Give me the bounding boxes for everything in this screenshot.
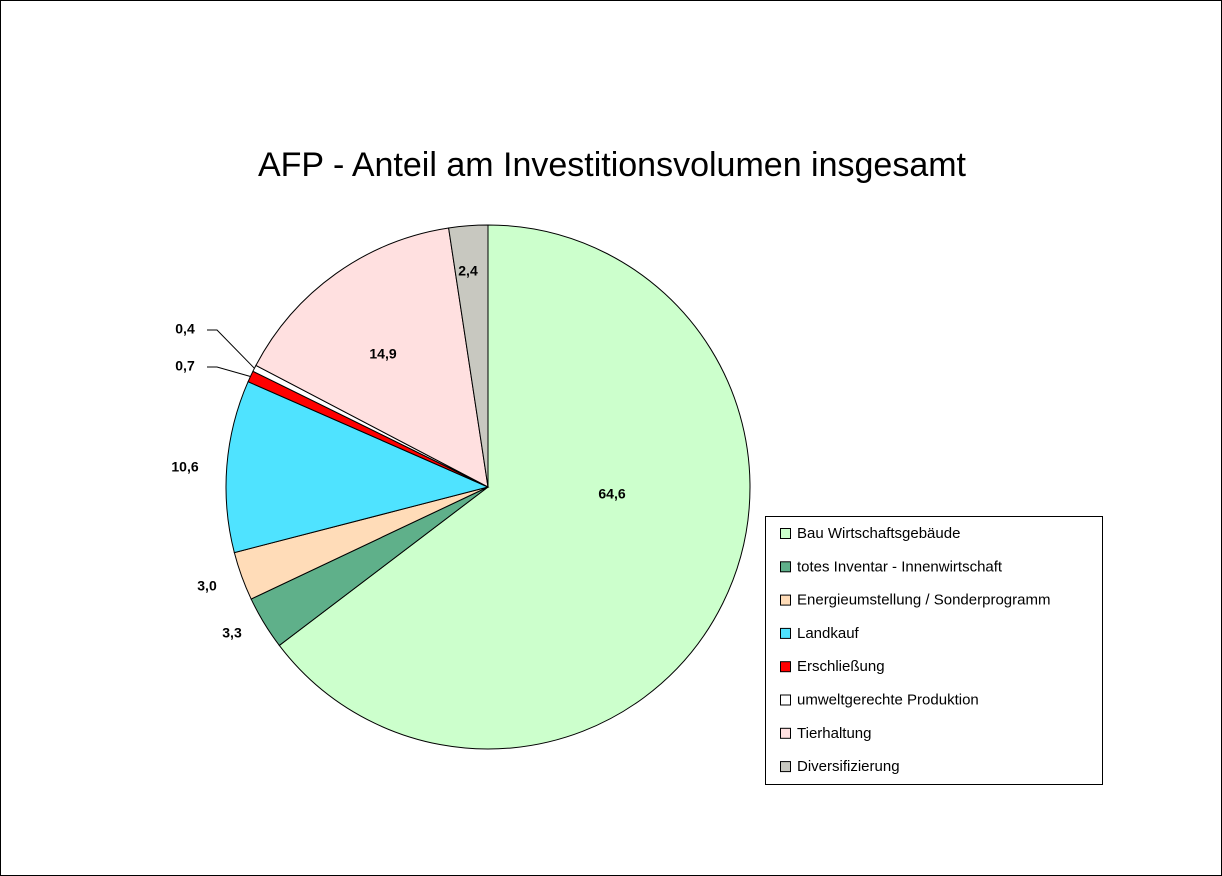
legend-label: Bau Wirtschaftsgebäude	[797, 525, 960, 542]
legend-label: umweltgerechte Produktion	[797, 691, 979, 708]
data-label: 3,0	[197, 578, 217, 594]
leader-line	[207, 366, 251, 377]
chart-title: AFP - Anteil am Investitionsvolumen insg…	[258, 146, 967, 184]
legend-label: Tierhaltung	[797, 725, 872, 742]
legend-label: Diversifizierung	[797, 758, 900, 775]
data-label: 10,6	[171, 459, 198, 475]
data-label: 0,7	[175, 358, 195, 374]
data-label: 3,3	[222, 625, 242, 641]
legend-swatch	[780, 594, 791, 606]
legend-swatch	[780, 661, 791, 673]
pie-slice	[225, 381, 490, 554]
legend-label: Energieumstellung / Sonderprogramm	[797, 592, 1050, 609]
legend-swatch	[780, 694, 791, 706]
legend-label: totes Inventar - Innenwirtschaft	[797, 558, 1003, 575]
legend-swatch	[780, 761, 791, 773]
legend	[765, 516, 1103, 785]
data-label: 2,4	[458, 263, 478, 279]
data-label: 14,9	[369, 346, 396, 362]
pie-slice	[448, 224, 489, 488]
legend-swatch	[780, 528, 791, 539]
legend-label: Erschließung	[797, 658, 885, 675]
pie-slice	[278, 224, 751, 750]
legend-swatch	[780, 727, 791, 739]
legend-label: Landkauf	[797, 625, 860, 642]
leader-line	[207, 329, 255, 369]
data-label: 0,4	[175, 321, 195, 337]
data-label: 64,6	[598, 486, 625, 502]
legend-swatch	[780, 627, 791, 639]
pie-slice	[255, 227, 489, 488]
legend-swatch	[780, 561, 791, 573]
